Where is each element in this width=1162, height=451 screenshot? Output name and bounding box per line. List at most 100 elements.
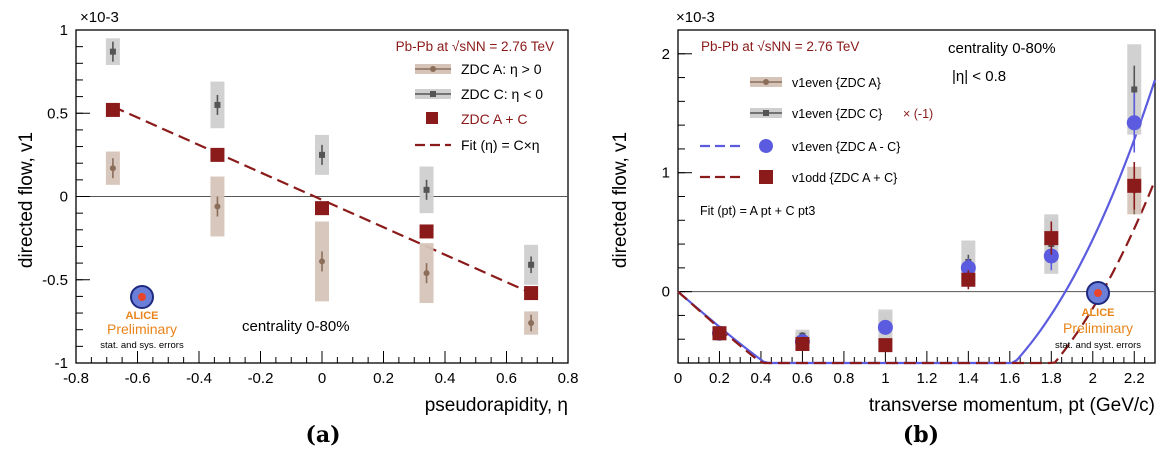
data-point <box>1126 115 1142 131</box>
panel-a-series-1 <box>105 38 539 285</box>
data-point <box>528 320 535 327</box>
x-tick-label: -0.2 <box>248 370 274 387</box>
legend-label-v1even-zdc-c: v1even {ZDC C} <box>792 107 882 121</box>
alice-logo-core <box>1094 289 1102 297</box>
panel-a-y-multiplier: ×10-3 <box>80 9 119 26</box>
x-tick-label: -0.6 <box>125 370 151 387</box>
data-point <box>1127 178 1142 193</box>
panel-b-series-1 <box>712 44 1142 346</box>
panel-b-legend: v1even {ZDC A} v1even {ZDC C} × (-1) v1e… <box>700 76 933 185</box>
panel-a-system-label: Pb-Pb at √sNN = 2.76 TeV <box>396 39 554 54</box>
data-point <box>1043 248 1059 264</box>
legend-entry-zdc-a: ZDC A: η > 0 <box>415 61 542 77</box>
legend-marker-zdc-c <box>430 91 436 97</box>
y-tick-label: -1 <box>55 355 68 372</box>
alice-logo-note: stat. and sys. errors <box>100 340 184 351</box>
x-tick-label: 0.2 <box>709 370 730 387</box>
panel-a-y-axis-label: directed flow, v1 <box>16 132 37 268</box>
data-point <box>319 151 325 158</box>
x-tick-label: 0.4 <box>435 370 456 387</box>
data-point <box>795 336 810 351</box>
panel-b-x-axis-label: transverse momentum, pt (GeV/c) <box>869 395 1155 416</box>
panel-b-alice-logo: ALICE Preliminary stat. and syst. errors <box>1055 281 1141 351</box>
data-point <box>105 102 120 117</box>
alice-logo-status: Preliminary <box>107 321 177 337</box>
data-point <box>1131 86 1138 93</box>
legend-entry-zdc-a-plus-c: ZDC A + C <box>426 111 528 127</box>
legend-entry-zdc-c: ZDC C: η < 0 <box>415 86 543 102</box>
legend-label-v1even-zdc-a: v1even {ZDC A} <box>792 76 881 90</box>
panel-b-series-3 <box>712 162 1142 353</box>
legend-entry-fit: Fit (η) = C×η <box>415 137 540 153</box>
x-tick-label: 0.8 <box>558 370 579 387</box>
fit-curve <box>677 179 1157 365</box>
y-tick-label: -0.5 <box>42 272 68 289</box>
data-point <box>423 186 430 193</box>
y-tick-label: 0 <box>60 189 68 206</box>
legend-label-fit: Fit (η) = C×η <box>461 137 540 153</box>
legend-entry-v1odd-zdc-a-plus-c: v1odd {ZDC A + C} <box>700 170 897 185</box>
data-point <box>961 272 976 287</box>
panel-a-legend: ZDC A: η > 0 ZDC C: η < 0 ZDC A + C Fit … <box>415 61 543 153</box>
x-tick-label: 0.4 <box>751 370 772 387</box>
panel-b-data <box>711 44 1142 353</box>
data-point <box>1044 231 1059 246</box>
legend-label-zdc-a-plus-c: ZDC A + C <box>461 111 528 127</box>
data-point <box>877 319 893 335</box>
legend-marker-v1even-zdc-a-minus-c <box>759 139 773 153</box>
x-tick-label: 2.2 <box>1124 370 1145 387</box>
x-tick-label: 0 <box>674 370 682 387</box>
legend-marker-v1even-zdc-c <box>763 110 769 116</box>
x-tick-label: -0.4 <box>186 370 212 387</box>
x-tick-label: 2 <box>1089 370 1097 387</box>
panel-a-x-axis-label: pseudorapidity, η <box>425 395 568 416</box>
legend-marker-v1even-zdc-a <box>763 79 769 85</box>
legend-label-zdc-c: ZDC C: η < 0 <box>461 86 543 102</box>
alice-logo-core <box>138 293 146 301</box>
panel-a-series-0 <box>105 151 539 335</box>
panel-b-series-2 <box>711 93 1142 350</box>
panel-a-data <box>105 38 539 335</box>
x-tick-label: 1.4 <box>958 370 979 387</box>
panel-a-centrality-annotation: centrality 0-80% <box>242 318 350 335</box>
x-tick-label: 0.6 <box>792 370 813 387</box>
legend-marker-v1odd-zdc-a-plus-c <box>759 170 773 184</box>
legend-entry-v1even-zdc-a: v1even {ZDC A} <box>750 76 881 90</box>
panel-a-ticks: -0.8 -0.6 -0.4 -0.2 0 0.2 0.4 0.6 0.8 -1 -0.5 0 0.5 1 <box>42 22 578 387</box>
x-tick-label: 1.2 <box>916 370 937 387</box>
panel-b-fits <box>677 79 1157 365</box>
panel-a-alice-logo: ALICE Preliminary stat. and sys. errors <box>100 285 184 351</box>
x-tick-label: -0.8 <box>63 370 89 387</box>
legend-marker-zdc-a <box>430 66 436 72</box>
data-point <box>960 260 976 276</box>
alice-logo-name: ALICE <box>1082 307 1115 319</box>
data-point <box>524 286 539 301</box>
y-tick-label: 2 <box>662 46 670 63</box>
data-point <box>712 326 727 341</box>
panel-b-series-0 <box>712 166 1142 346</box>
x-tick-label: 1.8 <box>1041 370 1062 387</box>
panel-a-caption: (a) <box>305 422 340 448</box>
panel-b-y-axis-label: directed flow, v1 <box>610 132 631 268</box>
panel-b-eta-annotation: |η| < 0.8 <box>952 68 1006 85</box>
panel-b-y-multiplier: ×10-3 <box>676 9 715 26</box>
data-point <box>214 203 221 210</box>
data-point <box>109 48 116 55</box>
data-point <box>214 101 221 108</box>
data-point <box>319 258 325 265</box>
legend-entry-v1even-zdc-c: v1even {ZDC C} × (-1) <box>750 107 933 121</box>
legend-label-v1even-zdc-c-suffix: × (-1) <box>903 107 933 121</box>
legend-label-v1odd-zdc-a-plus-c: v1odd {ZDC A + C} <box>792 171 897 185</box>
legend-label-zdc-a: ZDC A: η > 0 <box>461 61 542 77</box>
y-tick-label: 1 <box>60 22 68 39</box>
y-tick-label: 1 <box>662 165 670 182</box>
panel-b-fit-formula: Fit (pt) = A pt + C pt3 <box>700 204 815 218</box>
y-tick-label: 0 <box>662 284 670 301</box>
panel-b-system-label: Pb-Pb at √sNN = 2.76 TeV <box>701 39 859 54</box>
x-tick-label: 0.8 <box>833 370 854 387</box>
data-point <box>315 201 329 216</box>
legend-marker-zdc-a-plus-c <box>426 112 438 124</box>
panel-a: -0.8 -0.6 -0.4 -0.2 0 0.2 0.4 0.6 0.8 -1 -0.5 0 0.5 1… <box>16 9 578 448</box>
legend-entry-v1even-zdc-a-minus-c: v1even {ZDC A - C} <box>700 139 900 154</box>
